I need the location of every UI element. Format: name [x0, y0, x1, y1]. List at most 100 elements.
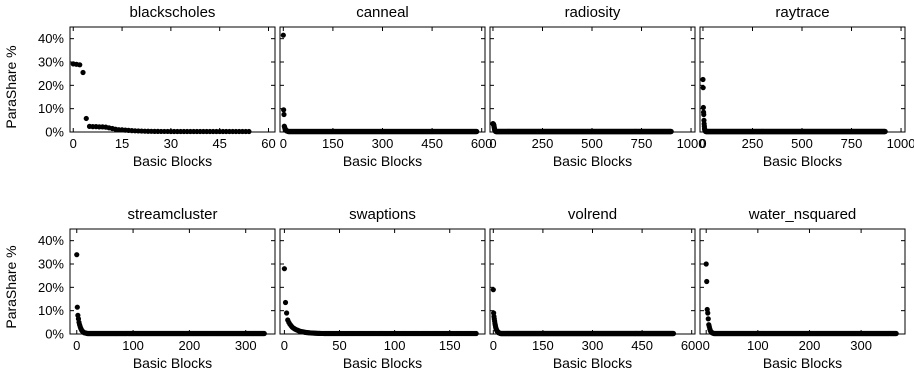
points-canneal [280, 32, 480, 135]
x-axis-label-blackscholes: Basic Blocks [133, 153, 212, 169]
data-point [893, 330, 899, 337]
x-tick-label: 300 [372, 136, 394, 151]
y-tick-label: 20% [38, 280, 64, 295]
data-point [77, 62, 83, 68]
plot-frame-swaptions [279, 228, 486, 335]
panel-grid: blackscholes 0% 10% 20% 30% 40% 0 15 30 45 60 Basic… [38, 4, 914, 371]
plot-frame-canneal [279, 26, 486, 133]
panel-radiosity: radiosity 0 250 500 750 1000 Basic Blocks [489, 4, 705, 169]
x-tick-label: 300 [582, 338, 604, 353]
data-point [705, 316, 711, 322]
x-tick-label: 45 [212, 136, 226, 151]
x-axis-label-streamcluster: Basic Blocks [133, 355, 212, 371]
data-point [705, 310, 711, 316]
data-point [703, 261, 709, 267]
points-water-nsquared [703, 261, 899, 337]
data-point [490, 287, 496, 293]
plot-frame-radiosity [489, 26, 696, 133]
data-point [882, 128, 888, 135]
x-tick-label: 150 [439, 338, 461, 353]
panel-streamcluster: streamcluster 0% 10% 20% 30% 40% 0 100 200 300 Bas… [38, 206, 276, 371]
panel-title-water-nsquared: water_nsquared [748, 206, 857, 223]
data-point [282, 299, 289, 306]
points-streamcluster [74, 252, 267, 337]
y-tick-label: 20% [38, 78, 64, 93]
x-tick-label: 0 [73, 338, 80, 353]
x-tick-label: 600 [681, 338, 703, 353]
x-tick-label: 0 [280, 136, 287, 151]
x-tick-label: 1000 [887, 136, 914, 151]
y-axis-label-bottom: ParaShare % [3, 245, 19, 328]
x-tick-label: 50 [332, 338, 346, 353]
x-axis-label-raytrace: Basic Blocks [763, 153, 842, 169]
panel-canneal: canneal 0 150 300 450 600 Basic Blocks [279, 4, 493, 169]
y-tick-label: 0% [45, 327, 64, 342]
panel-title-volrend: volrend [568, 206, 617, 223]
x-tick-label: 0 [490, 338, 497, 353]
x-tick-label: 60 [261, 136, 275, 151]
x-tick-label: 150 [532, 338, 554, 353]
panel-raytrace: raytrace 0 250 500 750 1000 Basic Blocks [699, 4, 914, 169]
plot-frame-raytrace [699, 26, 906, 133]
x-tick-label: 0 [70, 136, 77, 151]
data-point [284, 310, 290, 316]
x-axis-label-volrend: Basic Blocks [553, 355, 632, 371]
panel-title-canneal: canneal [356, 4, 409, 21]
y-tick-label: 10% [38, 101, 64, 116]
points-volrend [490, 287, 677, 337]
data-point [74, 252, 80, 258]
x-tick-label: 500 [581, 136, 603, 151]
y-tick-label: 30% [38, 257, 64, 272]
plot-frame-water-nsquared [699, 228, 906, 335]
plot-frame-streamcluster [69, 228, 276, 335]
x-tick-label: 30 [164, 136, 178, 151]
data-point [701, 111, 707, 118]
data-point [246, 128, 252, 135]
data-point [281, 266, 288, 272]
points-blackscholes [70, 61, 252, 135]
x-tick-label: 150 [322, 136, 344, 151]
panel-title-raytrace: raytrace [775, 4, 829, 21]
x-tick-label: 450 [421, 136, 443, 151]
x-axis-label-canneal: Basic Blocks [343, 153, 422, 169]
panel-title-blackscholes: blackscholes [130, 4, 216, 21]
data-point [668, 128, 674, 135]
x-tick-label: 250 [532, 136, 554, 151]
data-point [281, 107, 287, 113]
y-tick-label: 10% [38, 303, 64, 318]
y-tick-label: 30% [38, 55, 64, 70]
data-point [700, 85, 706, 91]
data-point [700, 104, 706, 111]
x-tick-label: 100 [747, 338, 769, 353]
panel-title-swaptions: swaptions [349, 206, 416, 223]
y-axis-label-top: ParaShare % [3, 45, 19, 128]
x-tick-label: 0 [699, 136, 706, 151]
x-tick-label: 0 [703, 338, 710, 353]
data-point [670, 330, 677, 337]
panel-water-nsquared: water_nsquared 0 100 200 300 Basic Blocks [699, 206, 906, 371]
x-tick-label: 750 [631, 136, 653, 151]
x-tick-label: 1000 [677, 136, 706, 151]
panel-title-radiosity: radiosity [565, 4, 621, 21]
data-point [80, 69, 86, 76]
data-point [261, 330, 267, 337]
data-point [704, 278, 710, 285]
x-axis-label-water-nsquared: Basic Blocks [763, 355, 842, 371]
points-raytrace [700, 76, 888, 135]
x-tick-label: 500 [791, 136, 813, 151]
x-axis-label-radiosity: Basic Blocks [553, 153, 632, 169]
data-point [281, 111, 287, 118]
panel-volrend: volrend 0 150 300 450 600 Basic Blocks [489, 206, 703, 371]
panel-swaptions: swaptions 0 50 100 150 Basic Blocks [279, 206, 486, 371]
x-tick-label: 15 [115, 136, 129, 151]
x-tick-label: 100 [384, 338, 406, 353]
plot-frame-blackscholes [69, 26, 276, 133]
data-point [474, 128, 480, 135]
x-tick-label: 200 [799, 338, 821, 353]
data-point [700, 76, 706, 83]
x-tick-label: 0 [489, 136, 496, 151]
x-tick-label: 450 [631, 338, 653, 353]
y-tick-label: 40% [38, 233, 64, 248]
data-point [83, 115, 89, 122]
